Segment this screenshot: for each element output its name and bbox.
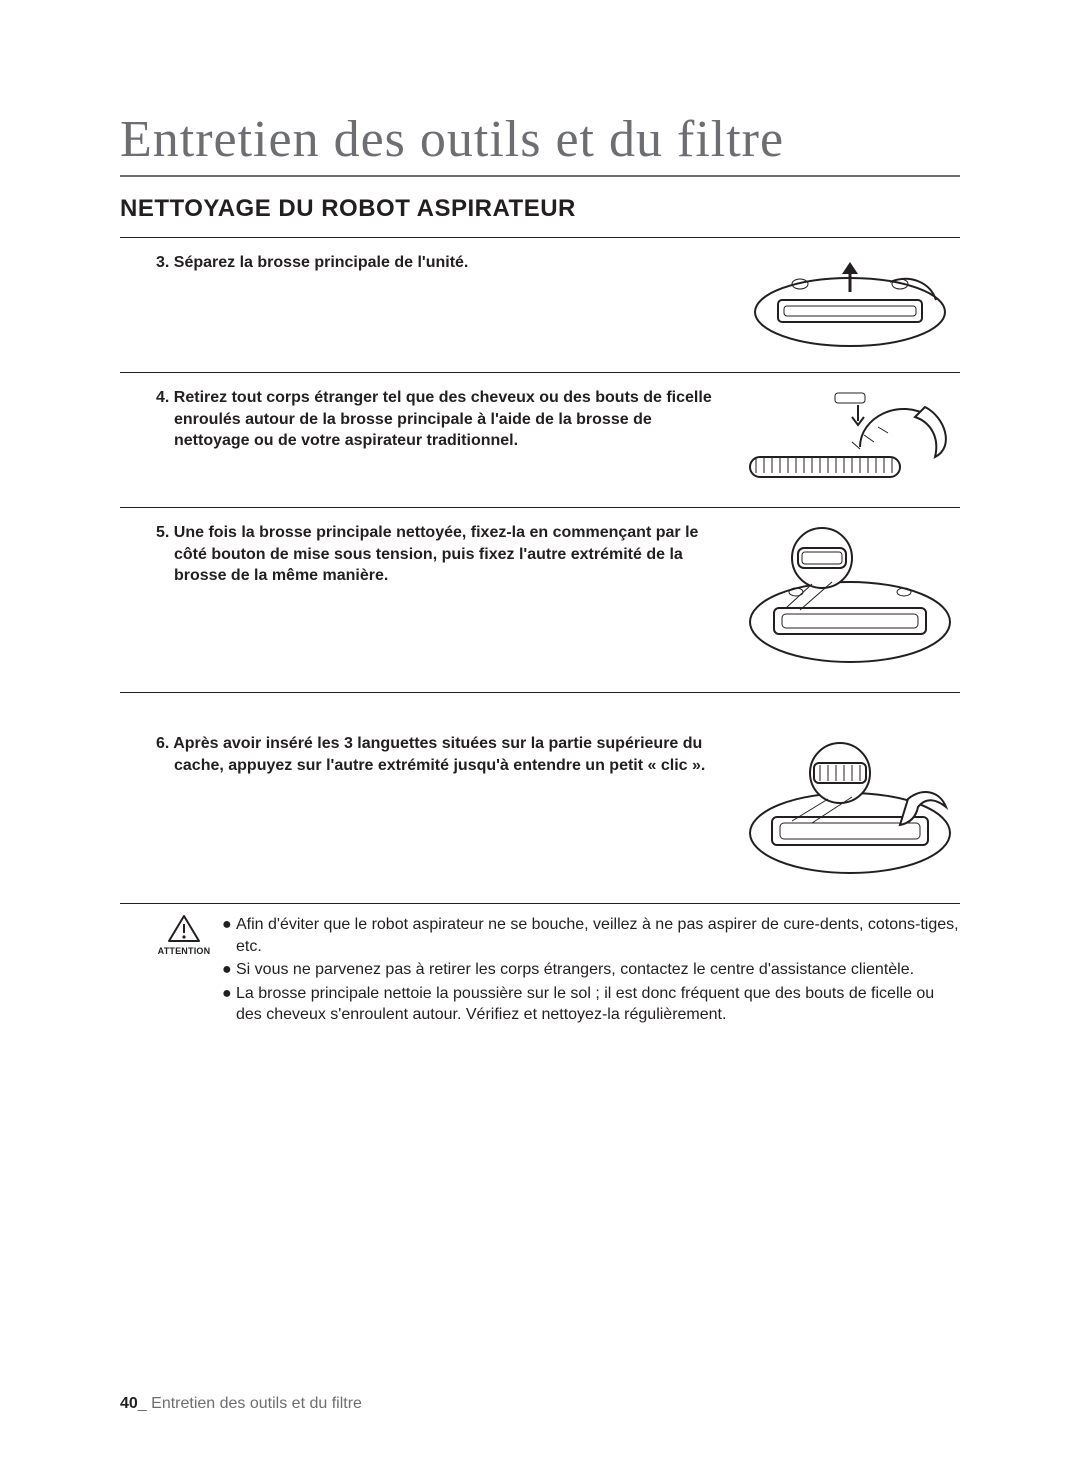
brush-cleaning-icon xyxy=(740,387,960,487)
bullet-2: ●Si vous ne parvenez pas à retirer les c… xyxy=(222,959,960,981)
bullet-3: ●La brosse principale nettoie la poussiè… xyxy=(222,983,960,1026)
bullet-1: ●Afin d'éviter que le robot aspirateur n… xyxy=(222,914,960,957)
bullet-2-text: Si vous ne parvenez pas à retirer les co… xyxy=(236,959,914,981)
step-3-body: Séparez la brosse principale de l'unité. xyxy=(174,254,469,271)
step-6-text: 6. Après avoir inséré les 3 languettes s… xyxy=(120,733,740,776)
step-4-text: 4. Retirez tout corps étranger tel que d… xyxy=(120,387,740,452)
bullet-1-text: Afin d'éviter que le robot aspirateur ne… xyxy=(236,914,960,957)
robot-brush-insert-icon xyxy=(740,522,960,672)
section-heading: NETTOYAGE DU ROBOT ASPIRATEUR xyxy=(120,195,960,223)
step-5-illustration xyxy=(740,522,960,672)
page-title: Entretien des outils et du filtre xyxy=(120,110,960,177)
step-4-illustration xyxy=(740,387,960,487)
step-5-body: Une fois la brosse principale nettoyée, … xyxy=(174,524,699,584)
step-6-body: Après avoir inséré les 3 languettes situ… xyxy=(173,735,705,774)
spacer xyxy=(120,701,960,727)
attention-label: ATTENTION xyxy=(156,946,212,956)
attention-badge: ATTENTION xyxy=(156,914,212,956)
divider xyxy=(120,692,960,693)
step-6-number: 6. xyxy=(156,735,169,752)
step-3-text: 3. Séparez la brosse principale de l'uni… xyxy=(120,252,740,274)
footer-text: Entretien des outils et du filtre xyxy=(151,1395,362,1412)
step-3: 3. Séparez la brosse principale de l'uni… xyxy=(120,246,960,358)
step-3-number: 3. xyxy=(156,254,169,271)
page-footer: 40_ Entretien des outils et du filtre xyxy=(120,1395,362,1413)
attention-bullets: ●Afin d'éviter que le robot aspirateur n… xyxy=(222,914,960,1028)
divider xyxy=(120,372,960,373)
attention-block: ATTENTION ●Afin d'éviter que le robot as… xyxy=(120,914,960,1028)
step-6: 6. Après avoir inséré les 3 languettes s… xyxy=(120,727,960,889)
divider xyxy=(120,237,960,238)
step-3-illustration xyxy=(740,252,960,352)
robot-cover-click-icon xyxy=(740,733,960,883)
step-4: 4. Retirez tout corps étranger tel que d… xyxy=(120,381,960,493)
bullet-3-text: La brosse principale nettoie la poussièr… xyxy=(236,983,960,1026)
divider xyxy=(120,507,960,508)
divider xyxy=(120,903,960,904)
step-5: 5. Une fois la brosse principale nettoyé… xyxy=(120,516,960,678)
step-5-text: 5. Une fois la brosse principale nettoyé… xyxy=(120,522,740,587)
step-5-number: 5. xyxy=(156,524,169,541)
step-4-number: 4. xyxy=(156,389,169,406)
step-6-illustration xyxy=(740,733,960,883)
page: Entretien des outils et du filtre NETTOY… xyxy=(0,0,1080,1469)
page-number: 40 xyxy=(120,1395,138,1412)
warning-icon xyxy=(167,914,201,944)
footer-separator: _ xyxy=(138,1395,151,1412)
step-4-body: Retirez tout corps étranger tel que des … xyxy=(174,389,712,449)
robot-brush-remove-icon xyxy=(740,252,960,352)
